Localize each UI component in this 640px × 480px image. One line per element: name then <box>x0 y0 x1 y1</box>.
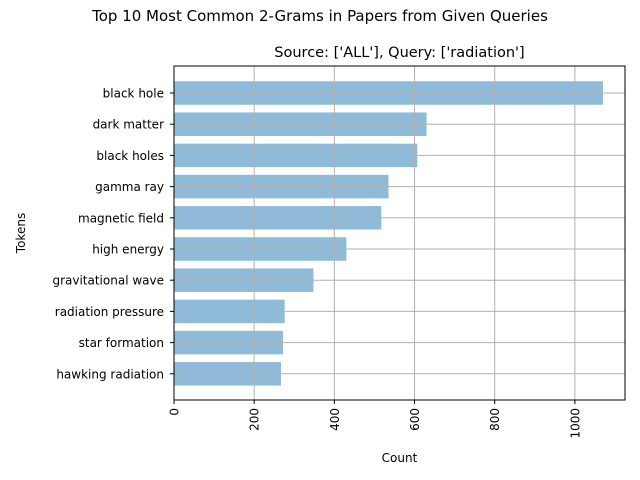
y-tick-label: star formation <box>79 336 164 350</box>
x-tick-label: 1000 <box>568 408 582 439</box>
y-tick-label: gravitational wave <box>52 274 164 288</box>
axes-frame <box>173 65 626 401</box>
y-tick-label: magnetic field <box>78 211 164 225</box>
y-tick-label: radiation pressure <box>55 305 164 319</box>
y-tick-label: black holes <box>96 149 164 163</box>
grid-lines <box>173 66 625 400</box>
y-axis-label: Tokens <box>14 213 28 254</box>
x-tick-label: 600 <box>408 408 422 431</box>
bars <box>174 81 603 386</box>
axis-ticks: black hole dark matter black holes gamma ra… <box>52 87 582 439</box>
x-tick-label: 200 <box>248 408 262 431</box>
y-tick-label: black hole <box>103 87 164 101</box>
y-tick-label: dark matter <box>93 118 165 132</box>
x-tick-label: 800 <box>488 408 502 431</box>
chart-title: Source: ['ALL'], Query: ['radiation'] <box>274 45 524 61</box>
y-tick-label: gamma ray <box>95 180 164 194</box>
x-tick-label: 400 <box>328 408 342 431</box>
y-tick-label: high energy <box>92 243 164 257</box>
x-axis-label: Count <box>382 451 418 465</box>
figure-title: Top 10 Most Common 2-Grams in Papers fro… <box>92 7 548 25</box>
x-tick-label: 0 <box>168 408 182 416</box>
y-tick-label: hawking radiation <box>56 367 164 381</box>
